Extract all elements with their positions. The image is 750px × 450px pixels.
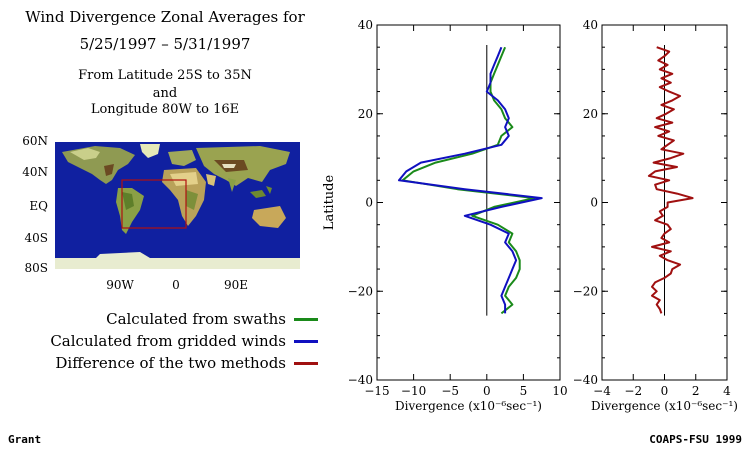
- x-tick-label: −5: [441, 384, 459, 398]
- y-tick-label: 20: [358, 107, 373, 121]
- y-tick-label: 0: [365, 196, 373, 210]
- region-box: [121, 179, 187, 229]
- region-line-1: From Latitude 25S to 35N: [78, 68, 252, 83]
- legend-label: Calculated from swaths: [106, 310, 286, 328]
- legend-label: Calculated from gridded winds: [50, 332, 286, 350]
- x-tick-label: 5: [520, 384, 528, 398]
- y-tick-label: 40: [358, 18, 373, 32]
- legend-item-difference: Difference of the two methods: [0, 354, 318, 372]
- legend-item-gridded: Calculated from gridded winds: [0, 332, 318, 350]
- lon-label: 90W: [106, 278, 134, 292]
- legend-item-swaths: Calculated from swaths: [0, 310, 318, 328]
- y-tick-label: −20: [348, 284, 373, 298]
- lon-label: 0: [172, 278, 180, 292]
- x-axis-label: Divergence (x10⁻⁶sec⁻¹): [591, 399, 738, 413]
- legend-swatch: [294, 361, 318, 365]
- plot-frame: [376, 24, 561, 381]
- x-tick-label: 4: [723, 384, 731, 398]
- region-line-3: Longitude 80W to 16E: [90, 102, 240, 117]
- map-continents: [55, 144, 300, 269]
- series-line: [398, 46, 543, 314]
- date-range: 5/25/1997 – 5/31/1997: [79, 35, 251, 53]
- legend-swatch: [294, 317, 318, 321]
- lat-label: EQ: [29, 199, 48, 213]
- footer-author: Grant: [8, 433, 42, 446]
- y-tick-label: −20: [573, 284, 598, 298]
- x-axis-label: Divergence (x10⁻⁶sec⁻¹): [395, 399, 542, 413]
- divergence-chart-main: −40 −20 0 20 40 −15 −10 −5 0 5 10 Divergence (x10⁻⁶…: [322, 18, 568, 413]
- chart-title: Wind Divergence Zonal Averages for: [25, 8, 305, 26]
- legend-label: Difference of the two methods: [55, 354, 286, 372]
- x-tick-label: 0: [661, 384, 669, 398]
- region-line-2: and: [152, 86, 178, 101]
- y-tick-label: 20: [583, 107, 598, 121]
- x-tick-label: 2: [692, 384, 700, 398]
- lat-label: 60N: [22, 134, 48, 148]
- y-axis-label: Latitude: [322, 175, 337, 231]
- x-tick-label: 10: [552, 384, 567, 398]
- lat-label: 40S: [25, 231, 49, 245]
- legend-swatch: [294, 339, 318, 343]
- lon-label: 90E: [224, 278, 248, 292]
- x-tick-label: 0: [483, 384, 491, 398]
- x-tick-label: −4: [593, 384, 611, 398]
- x-tick-label: −2: [624, 384, 642, 398]
- series-line: [647, 46, 694, 314]
- x-tick-label: −10: [401, 384, 426, 398]
- map-lon-axis: 90W 0 90E: [106, 278, 248, 292]
- y-tick-label: −40: [573, 373, 598, 387]
- series-line: [401, 46, 536, 315]
- y-tick-label: 0: [590, 196, 598, 210]
- x-tick-label: −15: [364, 384, 389, 398]
- footer-credit: COAPS-FSU 1999: [649, 433, 742, 446]
- world-map: 60N 40N EQ 40S 80S: [22, 134, 300, 275]
- y-tick-label: −40: [348, 373, 373, 387]
- lat-label: 40N: [22, 165, 48, 179]
- y-tick-label: 40: [583, 18, 598, 32]
- lat-label: 80S: [25, 261, 49, 275]
